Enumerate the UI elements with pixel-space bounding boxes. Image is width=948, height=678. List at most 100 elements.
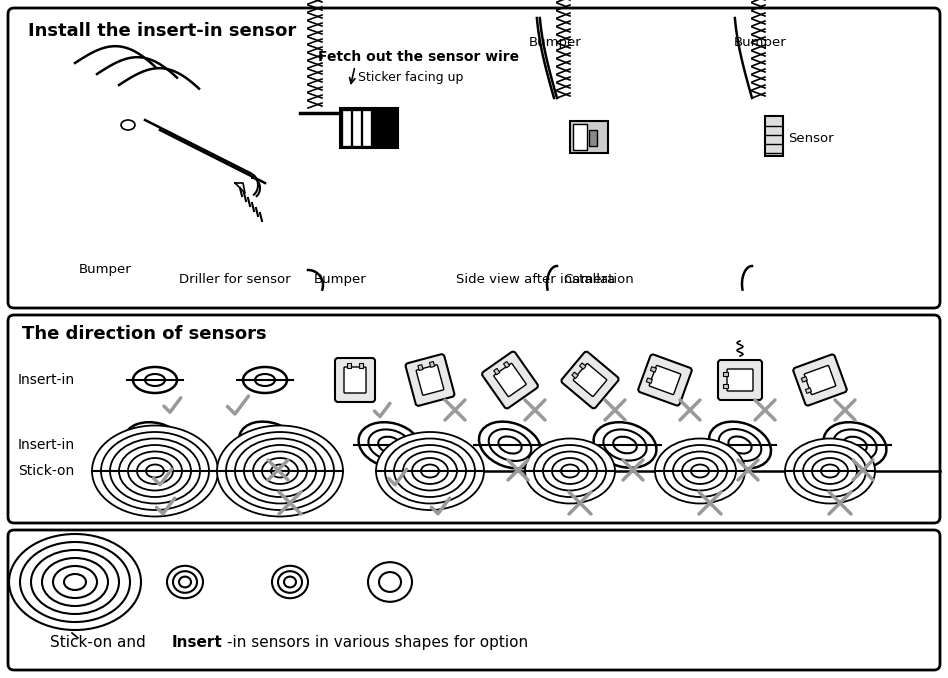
FancyBboxPatch shape xyxy=(344,367,366,393)
Ellipse shape xyxy=(412,458,448,484)
FancyBboxPatch shape xyxy=(8,530,940,670)
Ellipse shape xyxy=(278,571,302,593)
Ellipse shape xyxy=(134,429,176,460)
Bar xyxy=(572,372,578,378)
Ellipse shape xyxy=(543,452,597,490)
Ellipse shape xyxy=(673,452,727,490)
Ellipse shape xyxy=(403,452,457,490)
Ellipse shape xyxy=(244,445,316,497)
Ellipse shape xyxy=(821,464,839,477)
Ellipse shape xyxy=(271,464,289,477)
Ellipse shape xyxy=(833,429,877,460)
FancyBboxPatch shape xyxy=(335,358,375,402)
FancyBboxPatch shape xyxy=(8,315,940,523)
Ellipse shape xyxy=(593,422,656,468)
Ellipse shape xyxy=(121,120,135,130)
Ellipse shape xyxy=(394,445,466,497)
Bar xyxy=(723,384,728,388)
FancyBboxPatch shape xyxy=(482,351,538,408)
Ellipse shape xyxy=(167,566,203,598)
Bar xyxy=(494,368,500,375)
Ellipse shape xyxy=(812,458,848,484)
Ellipse shape xyxy=(379,572,401,592)
Ellipse shape xyxy=(613,437,637,454)
Ellipse shape xyxy=(369,429,411,460)
Ellipse shape xyxy=(262,458,298,484)
Bar xyxy=(418,365,423,370)
Ellipse shape xyxy=(133,367,177,393)
FancyBboxPatch shape xyxy=(561,352,619,408)
Text: -in sensors in various shapes for option: -in sensors in various shapes for option xyxy=(227,635,528,650)
Text: Bumper: Bumper xyxy=(734,36,787,49)
Ellipse shape xyxy=(534,445,606,497)
Bar xyxy=(353,111,360,145)
Ellipse shape xyxy=(785,439,875,504)
Bar xyxy=(347,363,351,368)
Ellipse shape xyxy=(489,429,531,461)
Ellipse shape xyxy=(358,422,422,468)
Ellipse shape xyxy=(31,550,119,614)
Text: Camera: Camera xyxy=(563,273,615,286)
Text: Insert: Insert xyxy=(172,635,223,650)
Ellipse shape xyxy=(843,437,866,454)
Ellipse shape xyxy=(145,374,165,386)
Ellipse shape xyxy=(101,432,209,510)
Bar xyxy=(503,361,510,368)
Ellipse shape xyxy=(561,464,579,477)
Text: Side view after installation: Side view after installation xyxy=(456,273,634,286)
Ellipse shape xyxy=(691,464,709,477)
Bar xyxy=(343,111,350,145)
Ellipse shape xyxy=(421,464,439,477)
Ellipse shape xyxy=(173,571,197,593)
Ellipse shape xyxy=(235,439,325,504)
Bar xyxy=(570,121,608,153)
Ellipse shape xyxy=(110,439,200,504)
FancyBboxPatch shape xyxy=(8,8,940,308)
Bar xyxy=(340,108,398,148)
Ellipse shape xyxy=(385,439,475,504)
Text: Bumper: Bumper xyxy=(314,273,366,286)
Ellipse shape xyxy=(368,562,412,602)
Text: The direction of sensors: The direction of sensors xyxy=(22,325,266,343)
Ellipse shape xyxy=(53,566,97,598)
FancyBboxPatch shape xyxy=(574,363,607,397)
Ellipse shape xyxy=(479,422,541,468)
Ellipse shape xyxy=(664,445,736,497)
Bar xyxy=(723,372,728,376)
FancyBboxPatch shape xyxy=(494,363,526,397)
FancyBboxPatch shape xyxy=(718,360,762,400)
Bar xyxy=(801,376,808,382)
FancyBboxPatch shape xyxy=(727,369,753,391)
Ellipse shape xyxy=(42,558,108,606)
Ellipse shape xyxy=(9,534,141,630)
FancyBboxPatch shape xyxy=(416,365,444,395)
Ellipse shape xyxy=(824,422,886,468)
Bar xyxy=(573,124,587,150)
Ellipse shape xyxy=(255,374,275,386)
Bar xyxy=(589,130,597,146)
Text: Driller for sensor: Driller for sensor xyxy=(179,273,291,286)
Ellipse shape xyxy=(248,429,291,461)
Text: Insert-in: Insert-in xyxy=(18,438,75,452)
Bar xyxy=(429,361,434,367)
Ellipse shape xyxy=(226,432,334,510)
Ellipse shape xyxy=(552,458,588,484)
FancyBboxPatch shape xyxy=(793,355,847,405)
Ellipse shape xyxy=(217,426,343,517)
Ellipse shape xyxy=(709,422,771,468)
Ellipse shape xyxy=(64,574,86,590)
Ellipse shape xyxy=(525,439,615,504)
Ellipse shape xyxy=(719,429,761,461)
Text: Stick-on and: Stick-on and xyxy=(50,635,151,650)
Ellipse shape xyxy=(272,566,308,598)
Ellipse shape xyxy=(239,422,301,468)
Text: Stick-on: Stick-on xyxy=(18,464,74,478)
Ellipse shape xyxy=(123,422,187,468)
Ellipse shape xyxy=(253,452,307,490)
Ellipse shape xyxy=(119,445,191,497)
Text: Sticker facing up: Sticker facing up xyxy=(358,71,464,85)
Ellipse shape xyxy=(284,576,296,587)
Ellipse shape xyxy=(259,437,282,454)
Text: Insert-in: Insert-in xyxy=(18,373,75,387)
FancyBboxPatch shape xyxy=(804,365,836,395)
